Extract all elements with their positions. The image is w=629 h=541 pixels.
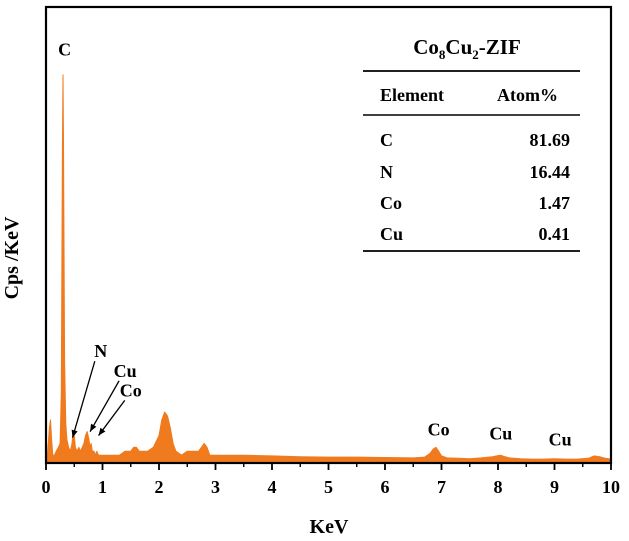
plot-area: [45, 74, 612, 464]
x-axis-label: KeV: [310, 516, 349, 538]
annotation-arrow-head: [98, 427, 106, 436]
peak-label: Cu: [114, 361, 137, 381]
title-subscript: 8: [439, 47, 446, 62]
inset-cell-element: Co: [380, 193, 402, 213]
x-tick-label: 4: [268, 477, 277, 497]
peak-label: Cu: [549, 429, 572, 449]
x-tick-label: 5: [324, 477, 333, 497]
annotation-arrow-head: [71, 429, 78, 438]
x-tick-label: 8: [494, 477, 503, 497]
inset-cell-atom-percent: 0.41: [539, 224, 571, 244]
x-tick-label: 6: [381, 477, 390, 497]
y-axis-label: Cps /KeV: [1, 216, 23, 299]
x-tick-label: 3: [211, 477, 220, 497]
x-tick-label: 2: [155, 477, 164, 497]
x-tick-label: 7: [437, 477, 446, 497]
annotation-arrow-line: [89, 380, 120, 432]
peak-label: Co: [428, 420, 450, 440]
peak-label: N: [94, 341, 107, 361]
x-axis: 0 1 2 3 4 5 6 7 8 9 10: [42, 463, 620, 497]
inset-cell-atom-percent: 16.44: [530, 162, 571, 182]
inset-cell-element: Cu: [380, 224, 403, 244]
x-tick-label: 1: [98, 477, 107, 497]
inset-header-atom: Atom%: [497, 85, 558, 105]
peak-label: Co: [120, 380, 142, 400]
inset-table-rows: C 81.69 N 16.44 Co 1.47 Cu 0.41: [380, 130, 570, 244]
inset-cell-atom-percent: 81.69: [530, 130, 571, 150]
title-subscript: 2: [472, 47, 479, 62]
title-part: Cu: [445, 35, 472, 59]
annotation-arrow-line: [71, 360, 96, 438]
x-tick-label: 10: [602, 477, 620, 497]
spectrum-area: [45, 74, 612, 464]
peak-label: Cu: [489, 423, 512, 443]
x-tick-label: 0: [42, 477, 51, 497]
title-part: -ZIF: [479, 35, 521, 59]
inset-cell-element: N: [380, 162, 393, 182]
peak-label: C: [58, 39, 71, 59]
inset-cell-element: C: [380, 130, 393, 150]
annotation-arrow-head: [90, 423, 97, 432]
inset-table-title: Co8Cu2-ZIF: [413, 35, 521, 62]
x-tick-label: 9: [550, 477, 559, 497]
inset-cell-atom-percent: 1.47: [539, 193, 571, 213]
title-part: Co: [413, 35, 439, 59]
inset-header-element: Element: [380, 85, 444, 105]
